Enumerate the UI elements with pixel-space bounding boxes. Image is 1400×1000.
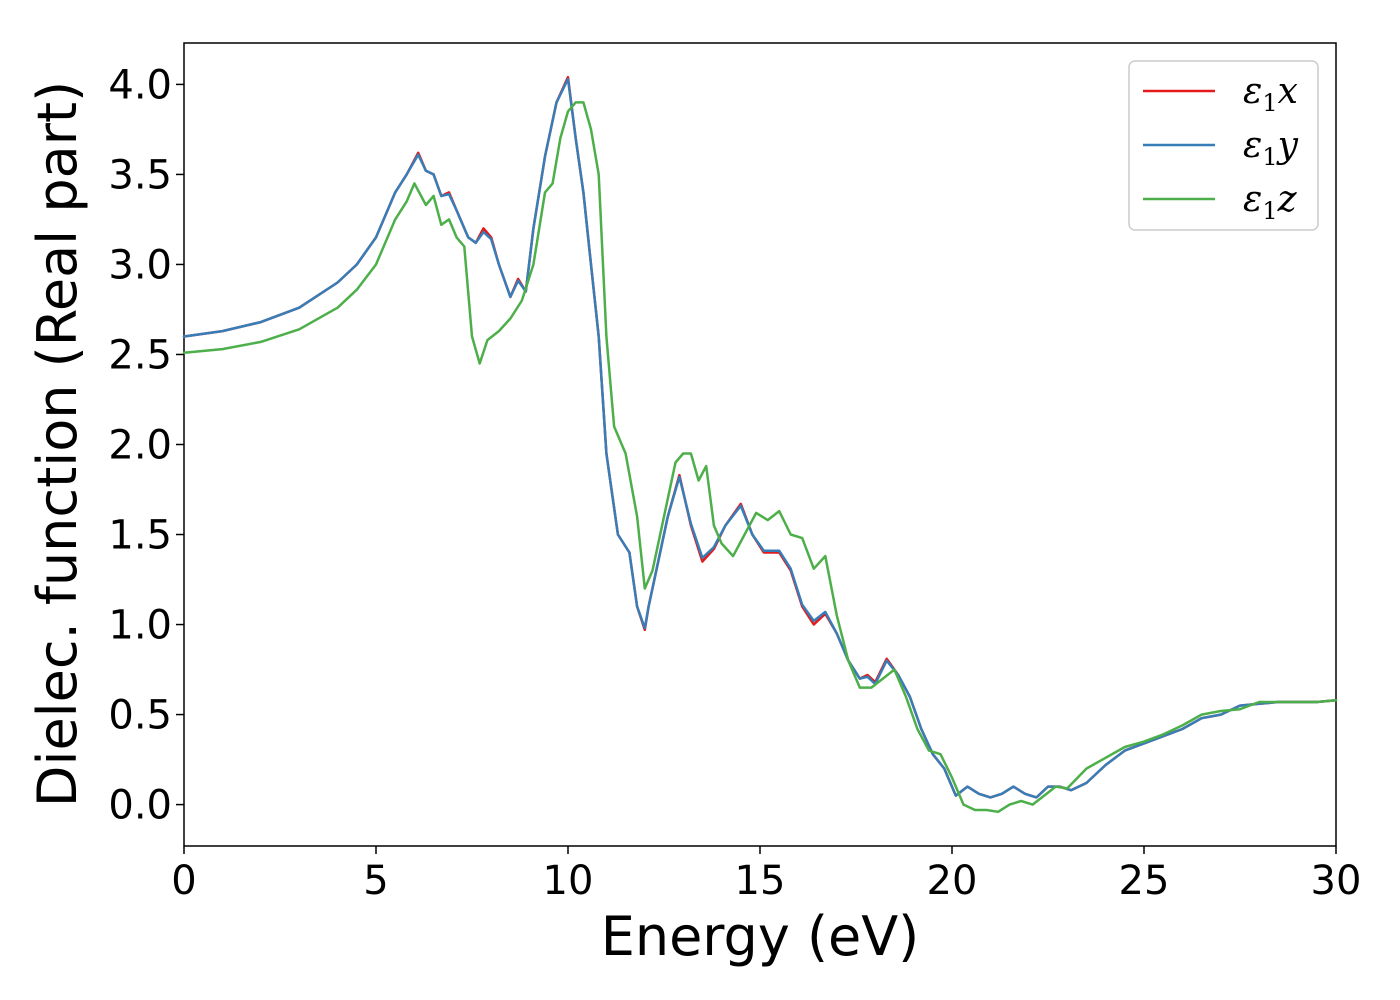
legend-frame: [1128, 60, 1319, 231]
x-tick-label: 0: [171, 858, 196, 904]
y-tick-label: 3.5: [108, 152, 172, 198]
x-tick-label: 30: [1311, 858, 1362, 904]
x-axis-title: Energy (eV): [601, 905, 920, 968]
y-axis: 0.0 0.5 1.0 1.5 2.0 2.5 3.0 3.5 4.0: [108, 62, 184, 829]
legend-label-x: ε1x: [1243, 71, 1298, 117]
legend-label-z: ε1z: [1243, 179, 1298, 225]
y-tick-label: 3.0: [108, 242, 172, 288]
y-axis-title: Dielec. function (Real part): [26, 81, 89, 807]
legend: ε1x ε1y ε1z: [1128, 60, 1319, 231]
series-line-z: [182, 101, 1338, 814]
y-tick-label: 4.0: [108, 62, 172, 108]
y-tick-label: 0.5: [108, 693, 172, 739]
y-tick-label: 1.5: [108, 513, 172, 559]
series-layer: [182, 75, 1338, 814]
y-tick-label: 2.5: [108, 332, 172, 378]
legend-label-y: ε1y: [1243, 125, 1299, 171]
x-tick-label: 5: [363, 858, 388, 904]
y-tick-label: 1.0: [108, 603, 172, 649]
x-tick-label: 10: [543, 858, 594, 904]
x-tick-label: 15: [735, 858, 786, 904]
y-tick-label: 2.0: [108, 423, 172, 469]
y-tick-label: 0.0: [108, 783, 172, 829]
x-tick-label: 25: [1119, 858, 1170, 904]
x-axis: 0 5 10 15 20 25 30: [171, 846, 1361, 904]
x-tick-label: 20: [927, 858, 978, 904]
